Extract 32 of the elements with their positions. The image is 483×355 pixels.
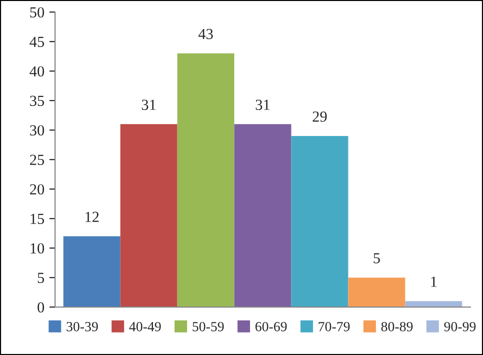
- legend-label: 50-59: [192, 322, 224, 332]
- data-label: 31: [142, 100, 156, 110]
- bar: [120, 124, 178, 308]
- y-tick-label: 35: [30, 96, 44, 106]
- y-tick-label: 15: [30, 214, 44, 224]
- legend-label: 90-99: [444, 322, 476, 332]
- data-label: 12: [86, 212, 99, 222]
- y-tick-label: 25: [30, 154, 44, 166]
- bar: [405, 301, 462, 308]
- legend-label: 60-69: [255, 322, 287, 332]
- y-tick-label: 50: [30, 7, 44, 18]
- y-tick-label: 45: [30, 36, 44, 48]
- legend-label: 40-49: [129, 322, 161, 332]
- data-label: 5: [374, 253, 380, 264]
- y-tick-label: 20: [30, 184, 44, 195]
- y-tick-label: 40: [30, 66, 44, 77]
- bar: [291, 136, 348, 308]
- data-label: 43: [198, 28, 213, 40]
- data-label: 1: [431, 276, 437, 287]
- bar: [234, 124, 292, 308]
- legend-label: 80-89: [381, 322, 413, 332]
- data-label: 29: [312, 111, 327, 122]
- bar: [348, 278, 406, 308]
- legend-label: 30-39: [66, 322, 98, 332]
- legend-label: 70-79: [318, 322, 350, 332]
- bar: [177, 53, 234, 308]
- y-tick-label: 0: [38, 302, 44, 313]
- data-label: 31: [256, 100, 270, 110]
- y-tick-label: 5: [38, 272, 44, 284]
- y-tick-label: 30: [30, 125, 44, 136]
- bar: [63, 236, 120, 308]
- y-tick-label: 10: [30, 243, 44, 254]
